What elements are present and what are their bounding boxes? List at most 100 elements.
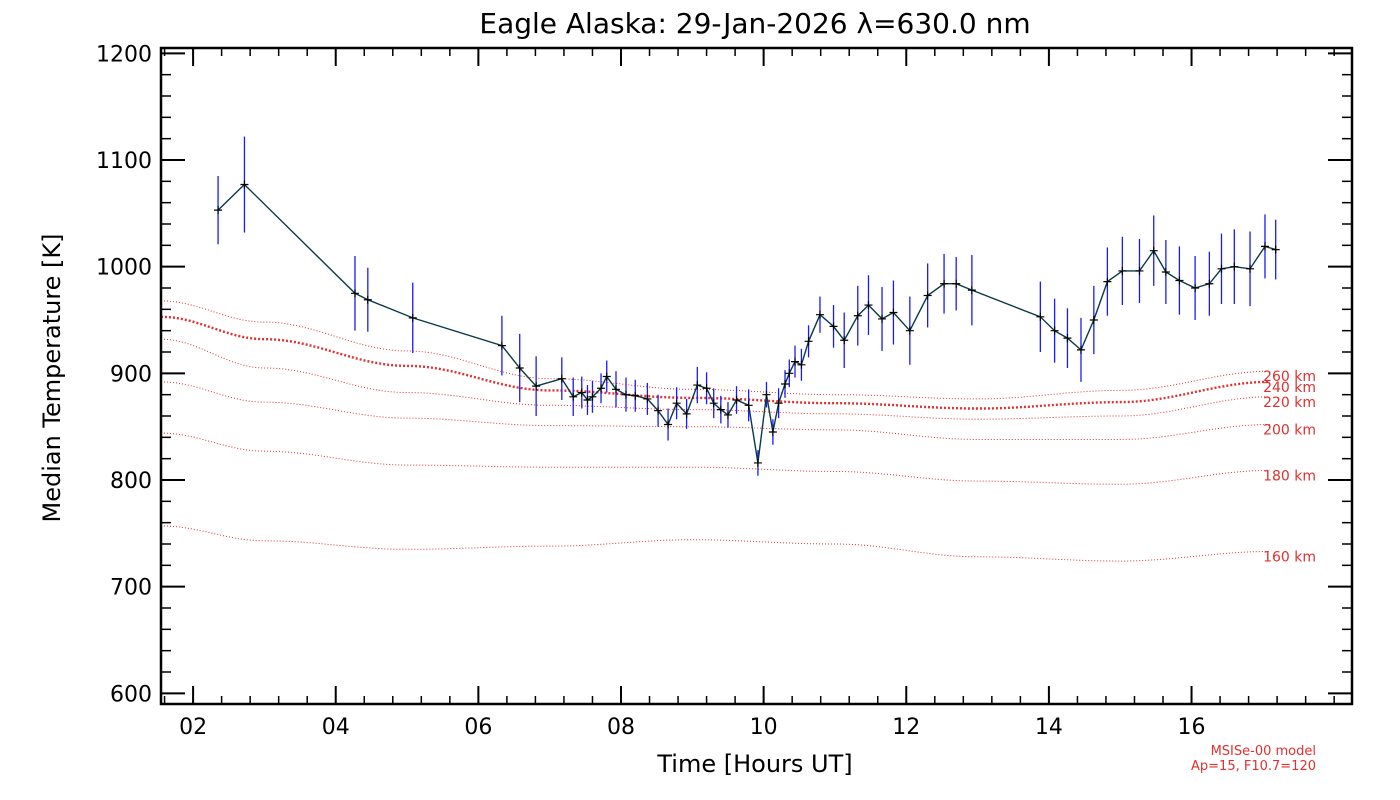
data-point [240, 180, 249, 189]
data-point [612, 385, 621, 394]
data-point [654, 406, 663, 415]
model-curve [161, 432, 1270, 485]
x-tick-label: 08 [607, 715, 635, 740]
data-point [797, 360, 806, 369]
data-point [785, 369, 794, 378]
data-point [940, 279, 949, 288]
data-point [672, 399, 681, 408]
data-point [1191, 284, 1200, 292]
data-point [716, 405, 725, 414]
data-point [952, 279, 961, 288]
plot-frame [159, 46, 1354, 706]
data-point [905, 326, 914, 335]
model-note-line: Ap=15, F10.7=120 [1191, 759, 1316, 774]
data-series [214, 136, 1280, 476]
x-tick-label: 16 [1178, 715, 1206, 740]
data-point [1217, 264, 1226, 273]
data-point [1205, 279, 1214, 288]
plot-axes: 02 04 06 08 10 12 14 16 600 700 800 900 1000 1100 1200 [96, 42, 1354, 740]
data-point [829, 322, 838, 331]
data-point [923, 291, 932, 300]
model-curve [160, 300, 1270, 400]
y-axis-label: Median Temperature [K] [38, 233, 66, 522]
data-point [588, 392, 597, 401]
x-tick-label: 04 [322, 715, 350, 740]
data-point [878, 314, 887, 323]
altitude-label: 260 km [1263, 369, 1316, 385]
data-point [840, 336, 849, 345]
data-point [597, 384, 606, 393]
altitude-label: 160 km [1263, 549, 1316, 565]
data-point [664, 420, 673, 429]
data-point [363, 295, 372, 304]
x-tick-label: 06 [464, 715, 492, 740]
data-point [621, 390, 630, 399]
data-point [1260, 242, 1269, 251]
data-point [853, 311, 862, 320]
x-tick-label: 02 [179, 715, 207, 740]
data-point [693, 381, 702, 390]
x-tick-label: 14 [1035, 715, 1063, 740]
data-point [804, 337, 813, 346]
data-point [732, 396, 741, 404]
data-point [408, 313, 417, 322]
data-point [781, 380, 790, 388]
data-point [557, 374, 566, 383]
data-point [497, 341, 506, 350]
data-point [1149, 246, 1158, 255]
data-point [744, 401, 753, 410]
model-curve [161, 525, 1270, 562]
data-point [532, 382, 541, 391]
model-curve [160, 315, 1270, 410]
data-point [1230, 262, 1239, 271]
data-point [709, 399, 718, 408]
data-point [791, 357, 800, 366]
data-point [815, 310, 824, 319]
data-point [577, 388, 586, 397]
data-point [1089, 316, 1098, 324]
x-tick-label: 10 [750, 715, 778, 740]
y-tick-label: 800 [110, 469, 152, 494]
data-point [774, 399, 783, 408]
y-tick-label: 600 [110, 682, 152, 707]
altitude-label: 240 km [1263, 380, 1316, 396]
data-point [1161, 268, 1170, 276]
data-point [1118, 266, 1127, 275]
data-point [1246, 264, 1255, 273]
y-tick-label: 1200 [96, 42, 152, 67]
data-point [214, 206, 223, 215]
y-tick-label: 1000 [96, 256, 152, 281]
data-point [350, 289, 359, 298]
data-point [723, 410, 732, 419]
x-axis-label: Time [Hours UT] [656, 750, 852, 778]
data-point [682, 409, 691, 418]
data-point [753, 458, 762, 467]
altitude-label: 180 km [1263, 468, 1316, 484]
model-curve [161, 381, 1271, 440]
data-point [1271, 245, 1280, 254]
data-point [768, 428, 777, 436]
data-point [515, 364, 524, 372]
model-note: MSISe-00 model Ap=15, F10.7=120 [1191, 744, 1316, 774]
data-point [889, 308, 898, 317]
y-tick-label: 700 [110, 576, 152, 601]
data-point [1135, 266, 1144, 275]
chart-title: Eagle Alaska: 29-Jan-2026 λ=630.0 nm [479, 7, 1030, 40]
data-point [602, 372, 611, 381]
data-point [1050, 326, 1059, 335]
series-line [217, 183, 1276, 464]
data-point [1103, 277, 1112, 286]
data-point [1175, 276, 1184, 285]
x-tick-label: 12 [892, 715, 920, 740]
data-point [643, 394, 652, 403]
y-tick-label: 1100 [96, 149, 152, 174]
data-point [1076, 345, 1085, 354]
data-point [1036, 312, 1045, 321]
data-point [631, 391, 640, 400]
data-point [569, 392, 578, 401]
data-point [762, 390, 771, 399]
data-point [1063, 334, 1072, 343]
data-point [864, 301, 873, 310]
